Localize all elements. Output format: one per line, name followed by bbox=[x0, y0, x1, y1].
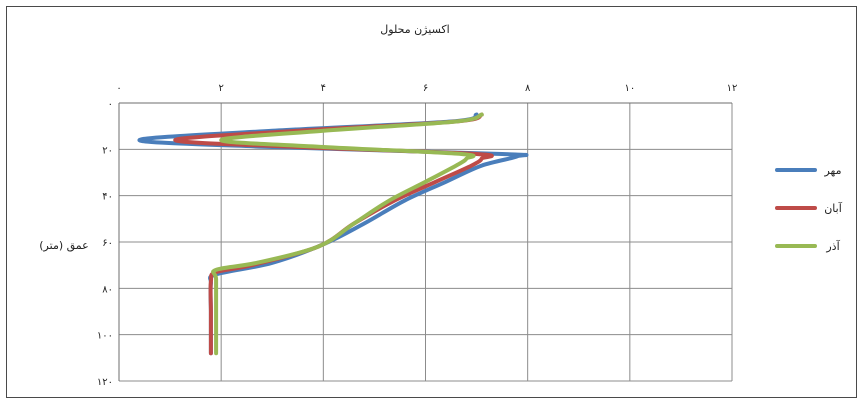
x-tick-label: ۱۲ bbox=[727, 83, 738, 94]
series-line-3 bbox=[211, 112, 484, 356]
x-tick-label: ۲ bbox=[218, 83, 223, 94]
grid-layer bbox=[118, 102, 733, 382]
x-tick-label: ۶ bbox=[423, 83, 428, 94]
x-tick-label: ۰ bbox=[116, 83, 121, 94]
chart-frame: اکسیژن محلول ۰ ۲ ۴ ۶ ۸ ۱۰ ۱۲ ۰ ۲۰ ۴۰ ۶۰ ۸۰ ۱۰۰ ۱۲۰ عم… bbox=[6, 6, 857, 398]
y-tick-label: ۰ bbox=[108, 99, 113, 110]
y-tick-label: ۲۰ bbox=[102, 145, 113, 156]
series-layer bbox=[137, 112, 529, 356]
legend: مهر آبان آذر bbox=[775, 164, 843, 253]
y-tick-label: ۱۰۰ bbox=[97, 331, 113, 342]
y-tick-label: ۶۰ bbox=[102, 238, 113, 249]
y-tick-label: ۱۲۰ bbox=[97, 377, 113, 388]
y-tick-label: ۸۰ bbox=[102, 284, 113, 295]
series-line-2 bbox=[173, 112, 494, 356]
y-tick-label: ۴۰ bbox=[102, 192, 113, 203]
y-axis-label: عمق (متر) bbox=[39, 239, 88, 253]
legend-label: آبان bbox=[824, 201, 842, 215]
chart-title: اکسیژن محلول bbox=[380, 23, 449, 36]
x-tick-label: ۴ bbox=[321, 83, 326, 94]
legend-label: مهر bbox=[823, 164, 841, 177]
x-tick-label: ۸ bbox=[525, 83, 531, 94]
legend-label: آذر bbox=[825, 239, 840, 253]
x-tick-label: ۱۰ bbox=[624, 83, 635, 94]
